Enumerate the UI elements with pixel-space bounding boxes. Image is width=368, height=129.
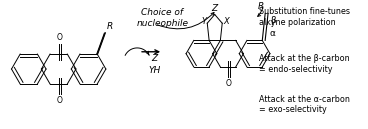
Text: R: R — [107, 22, 113, 31]
FancyArrowPatch shape — [157, 13, 214, 29]
Text: Z: Z — [212, 4, 218, 13]
Text: Substitution fine-tunes
alkyne polarization: Substitution fine-tunes alkyne polarizat… — [259, 7, 350, 27]
Text: YH: YH — [149, 66, 161, 75]
Text: R: R — [258, 2, 265, 11]
Text: O: O — [57, 33, 63, 42]
Text: Attack at the α-carbon
= exo-selectivity: Attack at the α-carbon = exo-selectivity — [259, 95, 350, 115]
Text: β: β — [270, 16, 276, 25]
Text: O: O — [57, 96, 63, 105]
Text: Choice of
nucleophile: Choice of nucleophile — [137, 9, 188, 28]
Text: O: O — [226, 79, 232, 88]
FancyArrowPatch shape — [258, 7, 263, 16]
Text: X: X — [223, 17, 229, 26]
Text: Z: Z — [152, 54, 158, 63]
Text: Y: Y — [201, 17, 206, 26]
Text: Attack at the β-carbon
= endo-selectivity: Attack at the β-carbon = endo-selectivit… — [259, 54, 350, 74]
Text: α: α — [270, 29, 276, 38]
